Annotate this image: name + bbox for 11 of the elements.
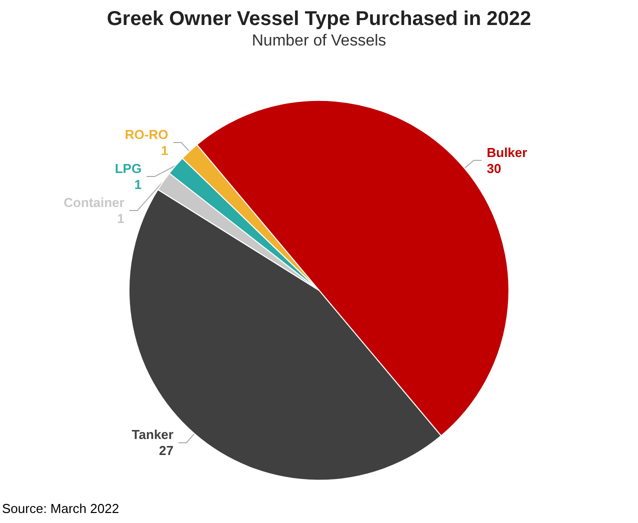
slice-label: Bulker — [486, 144, 528, 160]
data-label: 1 — [134, 177, 142, 192]
source-note: Source: March 2022 — [2, 501, 120, 516]
chart-subtitle: Number of Vessels — [252, 32, 386, 50]
data-label: 30 — [486, 160, 502, 176]
slice-label: Tanker — [132, 427, 174, 442]
data-label: 27 — [159, 443, 174, 458]
slice-label: RO-RO — [124, 127, 168, 142]
chart-title: Greek Owner Vessel Type Purchased in 2022 — [106, 8, 532, 30]
slice-label: LPG — [114, 161, 142, 176]
data-label: 1 — [161, 143, 168, 158]
